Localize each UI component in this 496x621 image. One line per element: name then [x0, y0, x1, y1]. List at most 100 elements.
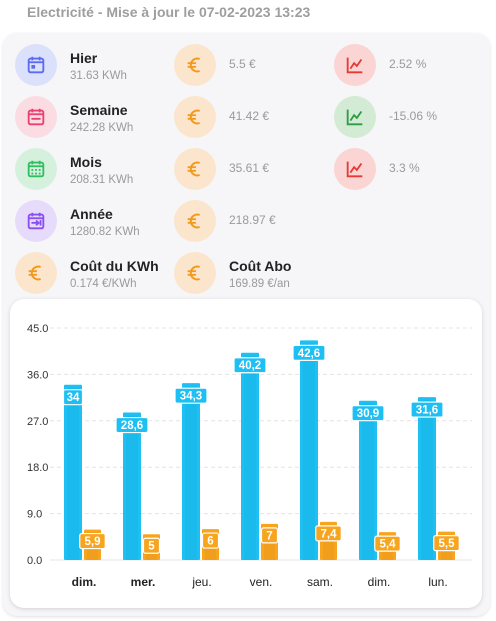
- y-tick-label: 9.0: [27, 509, 42, 521]
- cost-mois[interactable]: 35.61 €: [174, 148, 314, 192]
- stat-label: Semaine: [70, 102, 128, 118]
- energy-value-label: 40,2: [239, 360, 261, 372]
- energy-bar-inner: [362, 403, 374, 560]
- energy-value-box: [410, 401, 444, 418]
- energy-value-label: 31,6: [416, 405, 438, 417]
- cost-value-box: [201, 532, 220, 549]
- x-tick-label: sam.: [307, 575, 333, 589]
- x-tick-label: lun.: [428, 575, 447, 589]
- subscription-value: 169.89 €/an: [229, 278, 290, 290]
- calendar-month-icon: [15, 148, 57, 190]
- stat-value: 1280.82 KWh: [70, 226, 140, 238]
- trend-mois[interactable]: 3.3 %: [334, 148, 474, 192]
- consumption-bar-chart: 45.0 36.0 27.0 18.0 9.0 0.0 34 5,9 dim. 28,6 5 mer.…: [27, 323, 472, 589]
- x-tick-label: dim.: [368, 575, 391, 589]
- subscription-label: Coût Abo: [229, 258, 292, 274]
- chart-card: 45.0 36.0 27.0 18.0 9.0 0.0 34 5,9 dim. 28,6 5 mer.…: [10, 299, 482, 608]
- calendar-today-icon: [15, 44, 57, 86]
- calendar-range-icon: [15, 200, 57, 242]
- cost-value-box: [374, 535, 401, 552]
- price-kwh[interactable]: Coût du KWh 0.174 €/KWh: [15, 252, 170, 296]
- x-tick-label: jeu.: [191, 575, 211, 589]
- y-tick-label: 18.0: [27, 462, 48, 474]
- cost-value-label: 5,4: [380, 539, 397, 551]
- cost-value-label: 7: [266, 530, 272, 542]
- energy-bar: [64, 384, 82, 560]
- cost-value: 5.5 €: [229, 57, 256, 71]
- trend-value: 3.3 %: [389, 161, 420, 175]
- trend-hier[interactable]: 2.52 %: [334, 44, 474, 88]
- energy-bar: [241, 352, 259, 560]
- energy-value-label: 42,6: [298, 348, 320, 360]
- stat-annee[interactable]: Année 1280.82 KWh: [15, 200, 165, 244]
- cost-value-box: [260, 527, 279, 544]
- energy-bar: [300, 340, 318, 560]
- energy-bar-inner: [185, 386, 197, 560]
- euro-icon: [174, 148, 216, 190]
- cost-value-label: 7,4: [321, 528, 338, 540]
- y-tick-label: 36.0: [27, 369, 48, 381]
- cost-value-box: [142, 537, 161, 554]
- cost-value-box: [315, 525, 342, 542]
- cost-value-label: 6: [207, 536, 213, 548]
- stat-label: Hier: [70, 50, 98, 66]
- cost-bar-inner: [323, 524, 334, 560]
- cost-value-box: [433, 535, 460, 552]
- energy-value-box: [115, 416, 149, 434]
- cost-value-label: 5,5: [439, 538, 456, 550]
- energy-value-label: 28,6: [121, 420, 143, 432]
- page-title: Electricité - Mise à jour le 07-02-2023 …: [27, 4, 311, 20]
- trend-value: 2.52 %: [389, 57, 427, 71]
- energy-value-box: [292, 344, 326, 361]
- stat-semaine[interactable]: Semaine 242.28 KWh: [15, 96, 165, 140]
- trend-semaine[interactable]: -15.06 %: [334, 96, 474, 140]
- y-tick-label: 0.0: [27, 555, 42, 567]
- cost-value: 35.61 €: [229, 161, 270, 175]
- price-value: 0.174 €/KWh: [70, 278, 137, 290]
- energy-value-label: 34,3: [180, 391, 202, 403]
- euro-icon: [174, 200, 216, 242]
- euro-icon: [174, 96, 216, 138]
- stat-hier[interactable]: Hier 31.63 KWh: [15, 44, 165, 88]
- trend-value: -15.06 %: [389, 109, 438, 123]
- energy-value-box: [233, 357, 267, 374]
- cost-value-label: 5: [148, 541, 155, 553]
- energy-value-box: [62, 389, 84, 406]
- energy-bar: [123, 412, 141, 560]
- energy-value-label: 30,9: [357, 408, 379, 420]
- energy-bar-inner: [421, 400, 433, 560]
- energy-value-box: [351, 405, 385, 422]
- cost-hier[interactable]: 5.5 €: [174, 44, 314, 88]
- cost-value: 218.97 €: [229, 213, 276, 227]
- y-tick-label: 27.0: [27, 416, 48, 428]
- stat-label: Mois: [70, 154, 102, 170]
- x-tick-label: mer.: [131, 575, 156, 589]
- stat-value: 208.31 KWh: [70, 174, 134, 186]
- energy-bar: [359, 400, 377, 560]
- euro-icon: [174, 252, 216, 294]
- energy-bar-inner: [126, 415, 138, 560]
- cost-annee[interactable]: 218.97 €: [174, 200, 314, 244]
- x-tick-label: dim.: [72, 575, 97, 589]
- stat-mois[interactable]: Mois 208.31 KWh: [15, 148, 165, 192]
- x-tick-label: ven.: [250, 575, 273, 589]
- cost-value-box: [79, 532, 106, 550]
- energy-bar-inner: [303, 343, 315, 560]
- y-tick-label: 45.0: [27, 323, 48, 335]
- energy-bar: [418, 397, 436, 560]
- euro-icon: [174, 44, 216, 86]
- trend-up-icon: [334, 44, 376, 86]
- energy-value-box: [174, 387, 208, 404]
- energy-value-label: 34: [67, 392, 80, 404]
- cost-semaine[interactable]: 41.42 €: [174, 96, 314, 140]
- stat-value: 31.63 KWh: [70, 70, 127, 82]
- energy-bar: [182, 383, 200, 560]
- trend-up-icon: [334, 148, 376, 190]
- cost-value: 41.42 €: [229, 109, 270, 123]
- cost-value-label: 5,9: [85, 536, 101, 548]
- calendar-week-icon: [15, 96, 57, 138]
- subscription-cost[interactable]: Coût Abo 169.89 €/an: [174, 252, 324, 296]
- energy-bar-inner: [67, 387, 79, 560]
- energy-bar-inner: [244, 355, 256, 560]
- trend-up-icon: [334, 96, 376, 138]
